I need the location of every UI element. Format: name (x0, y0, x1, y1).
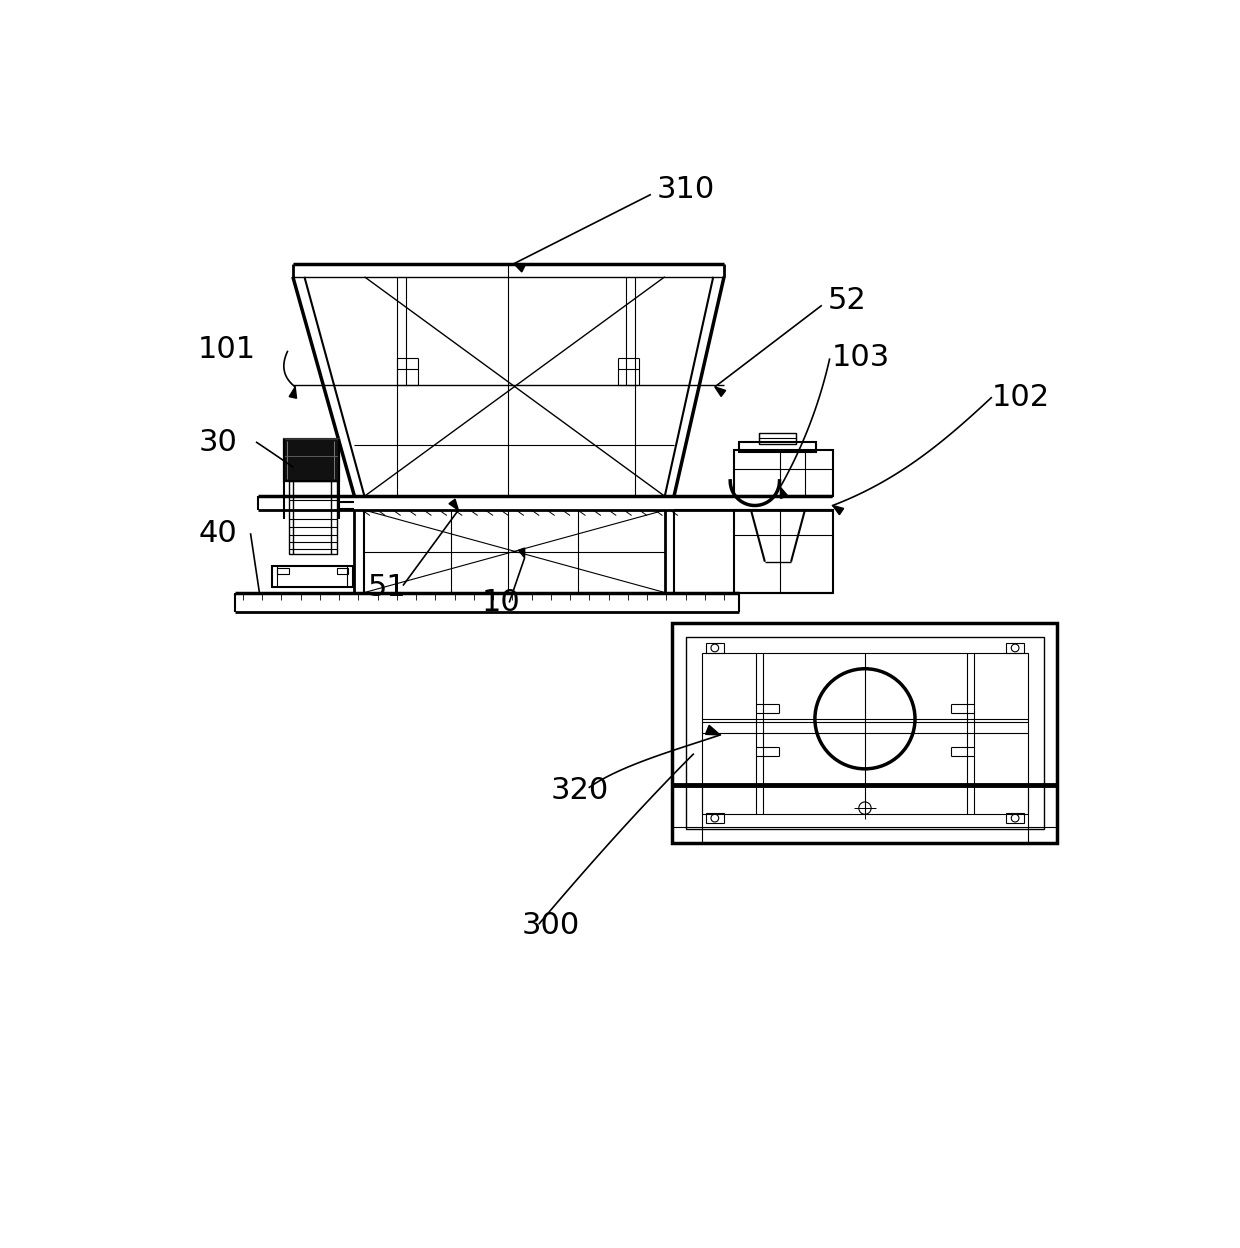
Bar (686, 638, 1044, 829)
Bar (734, 510, 832, 593)
Text: 51: 51 (367, 573, 407, 602)
Polygon shape (449, 499, 459, 510)
Bar (759, 433, 796, 444)
Text: 40: 40 (198, 519, 237, 548)
Bar (1006, 643, 1024, 653)
Polygon shape (714, 387, 725, 397)
Bar (284, 438, 339, 480)
Text: 102: 102 (991, 383, 1049, 412)
Bar (702, 653, 1028, 814)
Bar (272, 565, 353, 587)
Bar (739, 442, 816, 452)
Bar (1006, 812, 1024, 822)
Text: 10: 10 (481, 588, 521, 617)
Bar (706, 643, 724, 653)
Polygon shape (518, 548, 525, 558)
Bar (672, 623, 1058, 842)
Polygon shape (706, 725, 720, 735)
Text: 52: 52 (828, 286, 867, 316)
Text: 30: 30 (198, 428, 237, 457)
Polygon shape (513, 263, 526, 272)
Bar (284, 438, 339, 480)
Bar (289, 480, 337, 554)
Polygon shape (832, 505, 843, 514)
Text: 101: 101 (198, 336, 257, 364)
Text: 310: 310 (657, 175, 715, 205)
Polygon shape (780, 487, 787, 498)
Text: 103: 103 (832, 343, 890, 372)
Bar (706, 812, 724, 822)
Bar (337, 568, 348, 574)
Text: 300: 300 (522, 911, 580, 941)
Bar (278, 568, 289, 574)
Bar (734, 451, 832, 497)
Polygon shape (289, 387, 296, 398)
Text: 320: 320 (551, 776, 609, 805)
